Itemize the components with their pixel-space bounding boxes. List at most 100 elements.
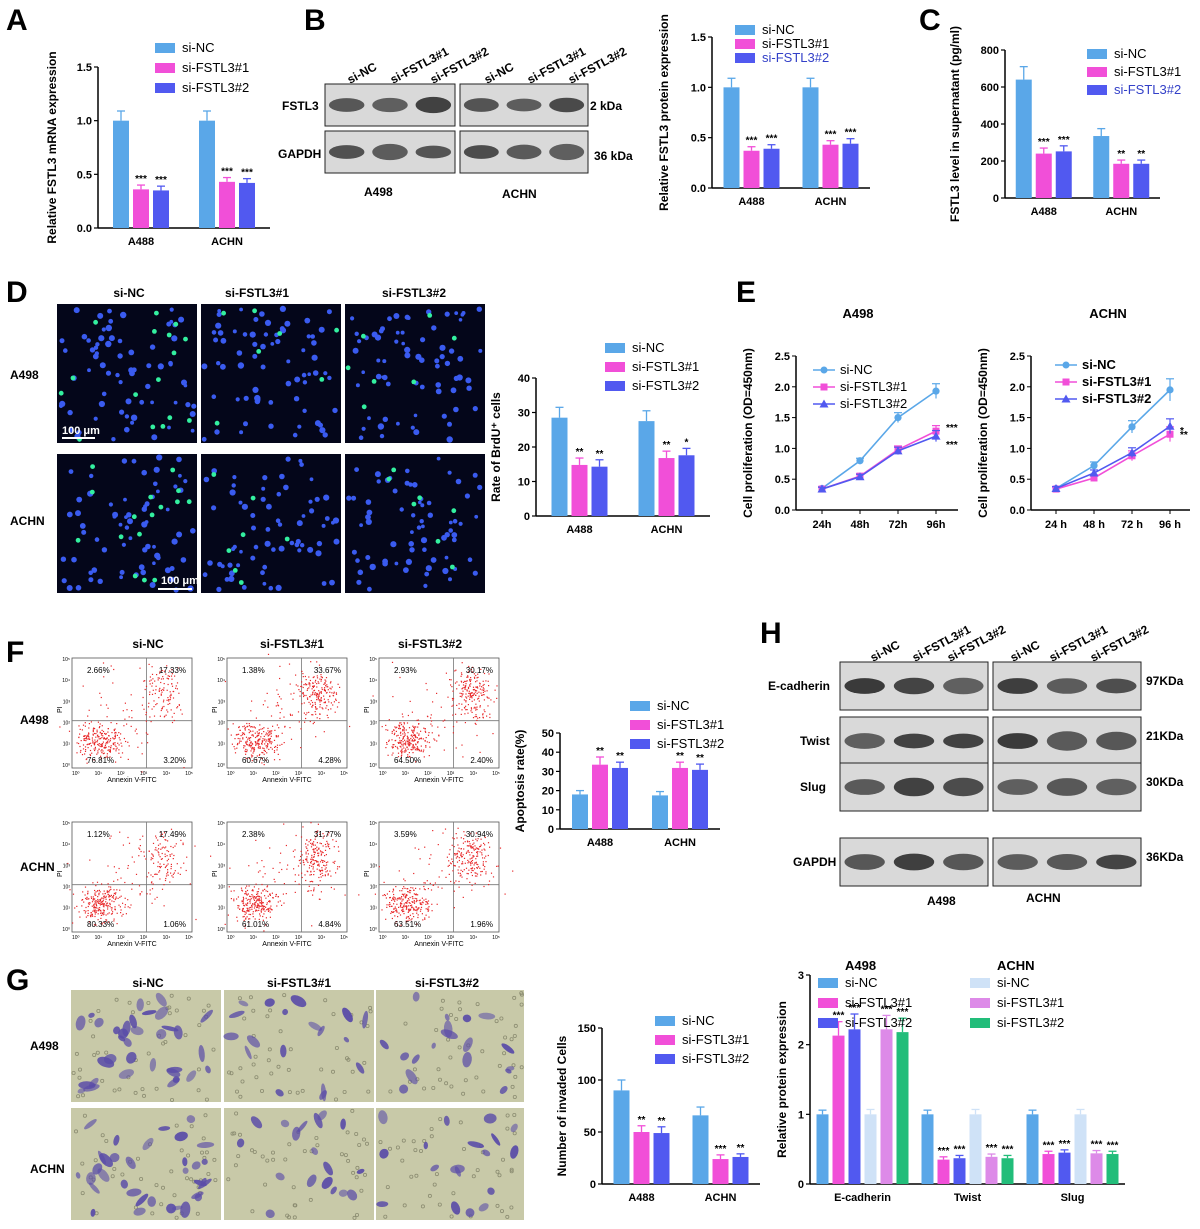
event-dot [466, 709, 468, 711]
event-dot [245, 904, 247, 906]
pore [505, 1113, 510, 1118]
event-dot [411, 736, 413, 738]
event-dot [484, 836, 486, 838]
pore [451, 1191, 456, 1196]
nucleus-dot [228, 570, 235, 577]
invaded-cell [478, 1203, 489, 1212]
event-dot [410, 919, 412, 921]
invaded-cell [238, 1000, 249, 1007]
event-dot [107, 728, 109, 730]
event-dot [474, 691, 476, 693]
event-dot [402, 729, 404, 731]
event-dot [395, 886, 397, 888]
event-dot [117, 897, 119, 899]
event-dot [481, 852, 483, 854]
flow-plot: 1.12% 17.49%80.33% 1.06%10⁵10⁴10³10²10¹10⁰… [57, 821, 197, 948]
event-dot [392, 752, 394, 754]
event-dot [312, 881, 314, 883]
nucleus-dot [101, 547, 108, 553]
event-dot [271, 909, 273, 911]
brdu-positive-dot [451, 335, 457, 341]
event-dot [276, 702, 279, 704]
event-dot [399, 745, 401, 747]
event-dot [263, 727, 265, 729]
pore [114, 997, 119, 1002]
nucleus-dot [176, 531, 183, 538]
event-dot [245, 903, 247, 905]
nucleus-dot [254, 398, 261, 405]
event-dot [306, 860, 308, 862]
nucleus-dot [214, 429, 220, 435]
nucleus-dot [181, 379, 187, 386]
chart-e1-title: A498 [842, 306, 873, 321]
event-dot [120, 756, 122, 758]
brdu-positive-dot [150, 424, 156, 430]
invaded-cell [126, 1051, 137, 1064]
event-dot [316, 860, 318, 862]
event-dot [67, 862, 69, 865]
event-dot [483, 699, 485, 701]
pore [226, 1177, 231, 1182]
event-dot [316, 698, 318, 701]
event-dot [252, 735, 254, 737]
data-point [931, 431, 941, 440]
event-dot [95, 885, 97, 887]
nucleus-dot [297, 424, 302, 429]
event-dot [171, 685, 174, 687]
event-dot [177, 667, 179, 669]
nucleus-dot [392, 488, 398, 494]
event-dot [385, 747, 387, 749]
event-dot [381, 726, 383, 728]
x-tick-label: 72h [889, 519, 908, 531]
event-dot [476, 851, 478, 853]
event-dot [391, 661, 394, 663]
axis-tick: 10⁵ [185, 771, 193, 777]
event-dot [485, 855, 487, 857]
pore [237, 1132, 242, 1137]
event-dot [254, 904, 256, 906]
event-dot [315, 707, 317, 709]
event-dot [298, 883, 300, 885]
y-tick-label: 1.0 [691, 82, 706, 94]
event-dot [122, 844, 124, 846]
invaded-cell [130, 1026, 144, 1036]
event-dot [337, 846, 339, 848]
event-dot [102, 735, 104, 737]
invaded-cell [250, 1116, 263, 1129]
axis-tick: 10⁴ [470, 935, 478, 941]
event-dot [276, 744, 279, 746]
pore [195, 1211, 200, 1216]
event-dot [116, 747, 118, 749]
event-dot [324, 682, 326, 684]
event-dot [464, 686, 467, 688]
significance-mark: *** [938, 1146, 950, 1157]
nucleus-dot [329, 579, 335, 586]
nucleus-dot [400, 330, 405, 335]
event-dot [266, 745, 268, 747]
pore [78, 1067, 83, 1072]
brdu-positive-dot [93, 319, 98, 325]
event-dot [82, 899, 84, 901]
event-dot [318, 664, 321, 666]
event-dot [173, 872, 175, 874]
flow-plot: 2.38% 31.77%61.01% 4.84%10⁵10⁴10³10²10¹10⁰… [210, 821, 360, 948]
nucleus-dot [93, 416, 98, 421]
event-dot [458, 703, 460, 705]
legend-swatch [735, 25, 755, 35]
event-dot [268, 738, 270, 741]
nucleus-dot [145, 383, 151, 390]
event-dot [298, 721, 300, 723]
event-dot [309, 679, 311, 682]
nucleus-dot [228, 575, 235, 583]
event-dot [259, 913, 261, 915]
nucleus-dot [207, 560, 213, 566]
event-dot [402, 730, 404, 732]
event-dot [283, 742, 285, 744]
pore [141, 1093, 146, 1098]
event-dot [358, 894, 360, 896]
brdu-positive-dot [411, 379, 417, 385]
event-dot [244, 927, 246, 929]
event-dot [469, 693, 471, 695]
event-dot [271, 892, 273, 894]
event-dot [317, 696, 320, 698]
